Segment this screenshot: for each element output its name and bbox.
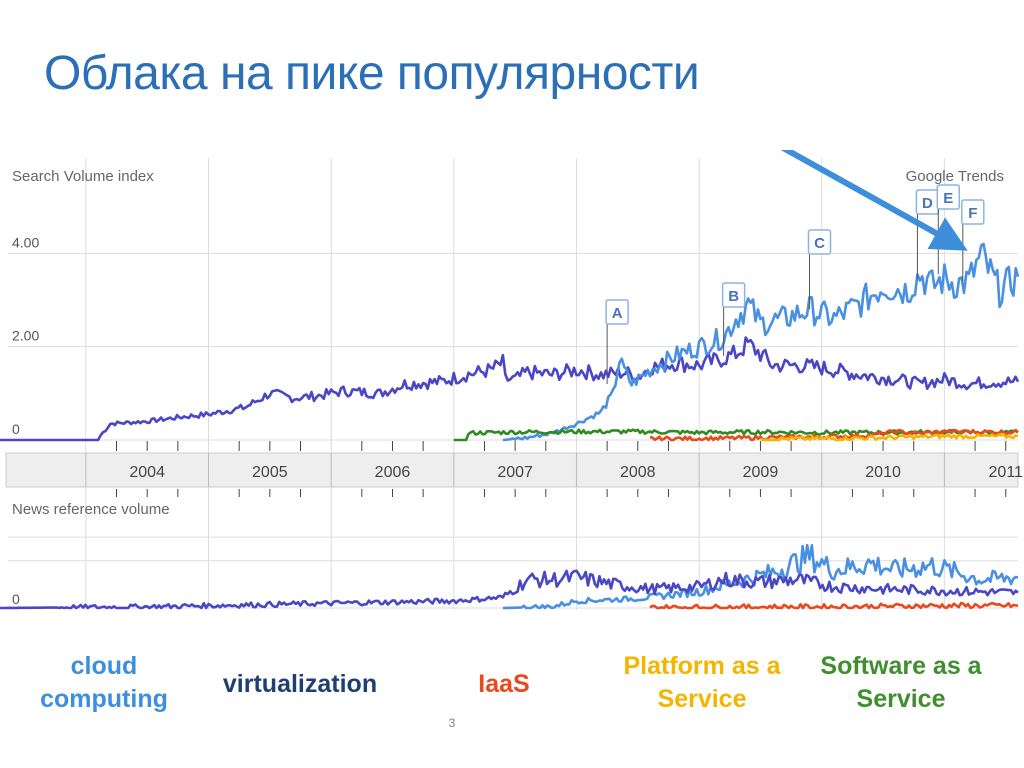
- annotation-label: F: [968, 205, 977, 222]
- series-line-iaas: [649, 428, 1019, 442]
- series-line-virtualization: [0, 569, 1019, 610]
- y-tick-label: 2.00: [12, 328, 39, 344]
- series-line-platform-as-a-service: [759, 433, 1019, 442]
- annotation-label: C: [814, 235, 825, 252]
- chart-title: Search Volume index: [12, 168, 154, 185]
- x-tick-label: 2005: [252, 464, 288, 481]
- series-line-iaas: [649, 601, 1019, 610]
- x-tick-label: 2006: [375, 464, 411, 481]
- year-axis-band: [5, 452, 1019, 488]
- annotation-flag: [721, 282, 746, 308]
- slide-title: Облака на пике популярности: [44, 47, 700, 100]
- series-line-cloud-computing: [502, 242, 1020, 442]
- y-tick-label: 0: [12, 421, 20, 437]
- x-tick-label: 2008: [620, 464, 656, 481]
- x-tick-label: 2004: [129, 464, 165, 481]
- page-number: 3: [448, 716, 456, 730]
- x-tick-label: 2010: [865, 464, 901, 481]
- y-tick-label: 4.00: [12, 234, 39, 250]
- pointer-arrow: [780, 150, 968, 251]
- y-tick-label: 0: [12, 591, 20, 607]
- series-line-virtualization: [0, 336, 1020, 442]
- annotation-flag: [807, 229, 832, 255]
- source-label: Google Trends: [906, 168, 1004, 185]
- legend-item-iaas: IaaS: [478, 670, 530, 698]
- annotation-label: E: [943, 190, 953, 207]
- legend-item-cloud-computing: cloud computing: [40, 652, 168, 713]
- annotation-label: B: [728, 288, 739, 305]
- x-tick-label: 2007: [497, 464, 533, 481]
- annotation-flag: [605, 299, 629, 325]
- legend-item-virtualization: virtualization: [222, 670, 378, 698]
- annotation-flag: [936, 184, 961, 210]
- x-tick-label: 2009: [743, 464, 779, 481]
- legend-item-platform-as-a-service: Platform as a Service: [623, 652, 781, 713]
- annotation-label: A: [612, 305, 623, 322]
- legend-item-software-as-a-service: Software as a Service: [820, 652, 982, 713]
- series-line-cloud-computing: [502, 543, 1019, 610]
- x-tick-label: 2011: [989, 464, 1024, 481]
- google-trends-chart: 0 2.00 4.00 0 Search Volume index Google Tren…: [0, 150, 1024, 610]
- chart-title: News reference volume: [12, 501, 170, 518]
- annotation-label: D: [922, 195, 933, 212]
